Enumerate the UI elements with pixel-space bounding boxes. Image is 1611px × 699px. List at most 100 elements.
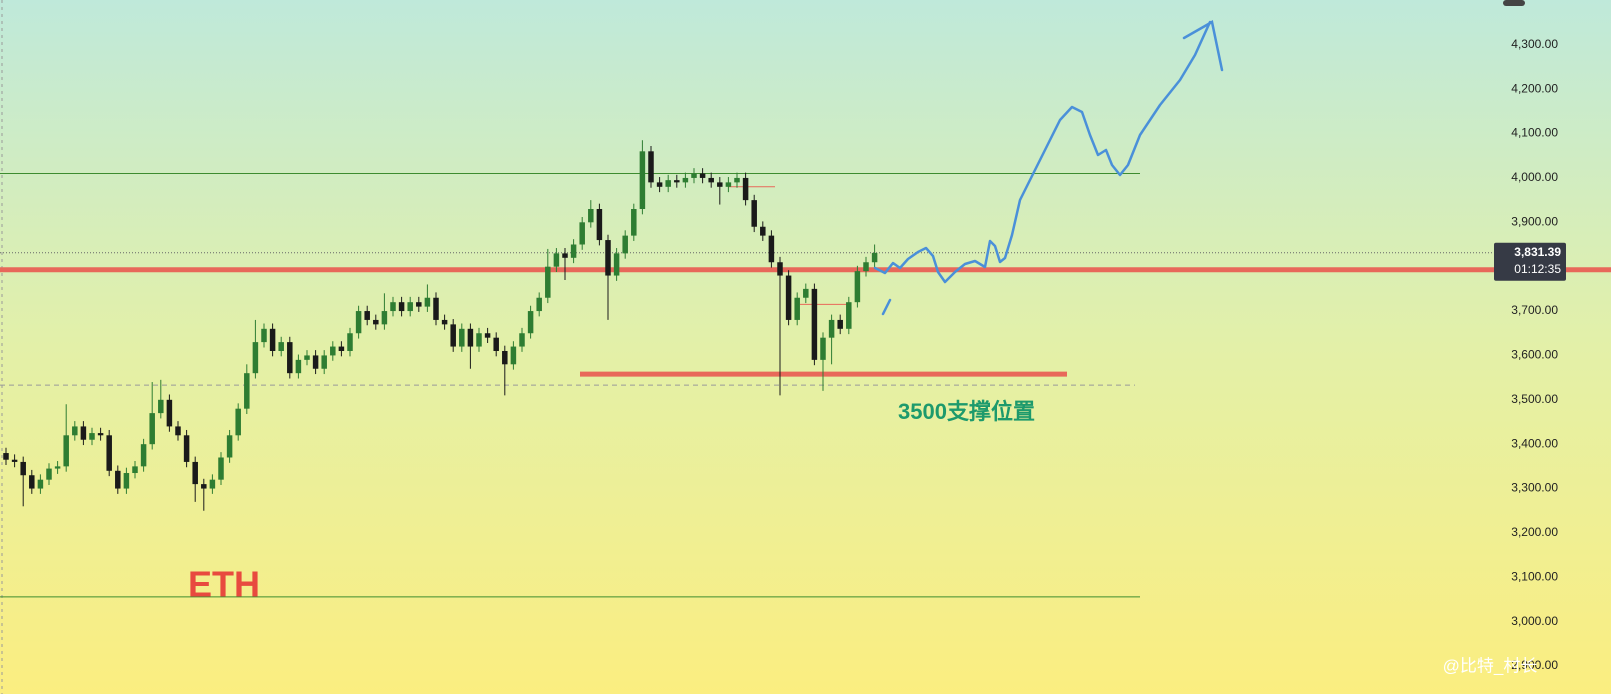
- candle-body: [312, 355, 319, 369]
- y-tick-label: 3,900.00: [1511, 214, 1558, 228]
- candle-body: [80, 426, 87, 440]
- candle-body: [149, 413, 155, 445]
- candle-body: [37, 479, 44, 489]
- candle-body: [639, 151, 646, 209]
- candle-body: [407, 302, 413, 312]
- candle-body: [244, 373, 250, 409]
- watermark: @比特_村长: [1443, 656, 1538, 675]
- candle-body: [450, 324, 456, 347]
- candle-body: [252, 342, 259, 374]
- candle-body: [89, 433, 95, 440]
- y-tick-label: 4,000.00: [1511, 170, 1558, 184]
- candle-body: [622, 235, 628, 254]
- candle-body: [132, 466, 138, 474]
- candle-body: [304, 355, 310, 360]
- candle-body: [433, 297, 439, 320]
- candle-body: [46, 468, 52, 480]
- candle-body: [553, 253, 560, 267]
- candle-body: [871, 252, 878, 263]
- candle-body: [278, 342, 284, 351]
- candle-body: [330, 346, 336, 356]
- candle-body: [192, 461, 198, 485]
- candle-body: [347, 333, 353, 351]
- candle-body: [846, 302, 852, 329]
- candle-body: [29, 475, 35, 489]
- candle-body: [381, 311, 388, 325]
- candle-body: [441, 319, 448, 325]
- candle-body: [424, 297, 431, 307]
- y-tick-label: 2,900.00: [1511, 658, 1558, 672]
- candle-body: [398, 302, 405, 312]
- candle-body: [295, 359, 302, 374]
- candle-body: [106, 435, 112, 471]
- candle-body: [519, 333, 525, 347]
- candle-body: [613, 253, 620, 276]
- candle-body: [545, 266, 551, 298]
- candle-body: [691, 173, 697, 178]
- y-tick-label: 4,100.00: [1511, 126, 1558, 140]
- candle-body: [467, 328, 474, 347]
- y-tick-label: 3,200.00: [1511, 525, 1558, 539]
- candle-body: [97, 433, 104, 436]
- candle-body: [54, 466, 61, 469]
- price-tag: [1494, 242, 1566, 281]
- candle-body: [476, 333, 482, 347]
- y-tick-label: 3,600.00: [1511, 348, 1558, 362]
- candle-body: [717, 182, 723, 187]
- asset-label: ETH: [188, 564, 260, 605]
- plot: 2,900.00 3,000.00 3,100.00 3,200.00 3,300.00…: [0, 37, 1611, 672]
- candle-body: [656, 182, 663, 187]
- candle-body: [364, 311, 370, 320]
- candle-body: [338, 346, 345, 351]
- candle-body: [699, 173, 706, 178]
- candle-body: [588, 208, 594, 223]
- annotation: 3500支撑位置: [898, 399, 1035, 424]
- candle-body: [269, 328, 276, 351]
- candle-body: [3, 453, 9, 460]
- y-tick-label: 4,200.00: [1511, 81, 1558, 95]
- candle-body: [742, 177, 749, 201]
- candle-body: [631, 208, 637, 236]
- y-tick-label: 3,300.00: [1511, 481, 1558, 495]
- candle-body: [63, 435, 69, 467]
- candle-body: [502, 350, 508, 365]
- y-tick-label: 4,300.00: [1511, 37, 1558, 51]
- y-tick-label: 3,400.00: [1511, 436, 1558, 450]
- candle-body: [579, 222, 585, 245]
- y-tick-label: 3,500.00: [1511, 392, 1558, 406]
- candle-body: [459, 328, 465, 347]
- candle-body: [527, 311, 534, 334]
- candle-body: [570, 244, 577, 258]
- candle-body: [484, 333, 491, 338]
- candle-body: [209, 479, 216, 489]
- candle-body: [760, 226, 766, 236]
- candle-body: [201, 484, 207, 489]
- candle-body: [854, 271, 861, 303]
- candle-body: [416, 302, 422, 307]
- candle-body: [261, 328, 267, 343]
- candle-body: [11, 459, 18, 462]
- candle-body: [674, 180, 680, 183]
- candle-body: [768, 235, 775, 263]
- candle-body: [390, 302, 396, 312]
- candle-body: [562, 253, 568, 258]
- candle-body: [140, 444, 147, 467]
- candle-body: [123, 473, 130, 489]
- candle-body: [820, 337, 826, 360]
- candle-body: [734, 177, 740, 183]
- toolbar-icon[interactable]: [1503, 0, 1525, 6]
- candle-body: [510, 346, 517, 365]
- candle-body: [837, 319, 843, 329]
- projection-arrowhead: [1182, 20, 1224, 72]
- candle-body: [648, 151, 654, 183]
- candle-body: [811, 288, 818, 360]
- candle-body: [235, 408, 241, 436]
- candle-body: [287, 342, 293, 374]
- candle-body: [355, 311, 362, 334]
- candle-body: [863, 262, 869, 272]
- candle-body: [72, 426, 78, 436]
- candle-body: [785, 275, 792, 320]
- candle-body: [777, 262, 783, 276]
